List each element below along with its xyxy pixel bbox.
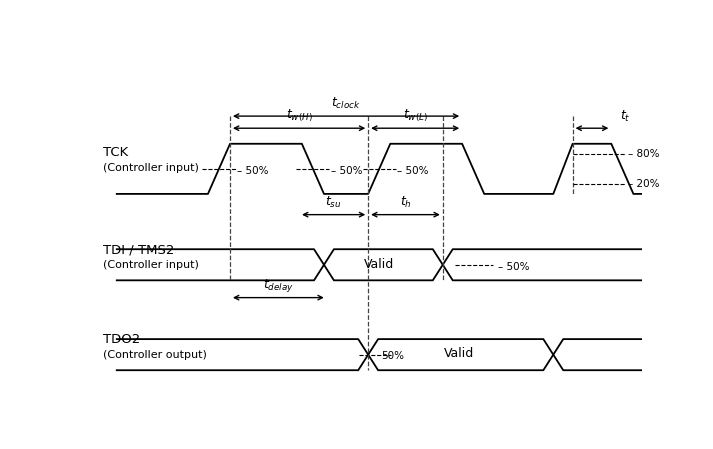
Text: TDO2: TDO2 [103,333,140,346]
Text: – 20%: – 20% [628,179,660,189]
Text: Valid: Valid [444,348,474,361]
Text: – 50%: – 50% [498,261,530,272]
Text: TDI / TMS2: TDI / TMS2 [103,243,174,256]
Text: Valid: Valid [364,258,394,271]
Text: – 50%: – 50% [331,166,363,176]
Text: TCK: TCK [103,146,128,159]
Text: – 50%: – 50% [397,166,429,176]
Text: $t_{h}$: $t_{h}$ [399,195,411,211]
Text: $t_{su}$: $t_{su}$ [325,195,342,211]
Text: $t_{w(H)}$: $t_{w(H)}$ [286,108,312,124]
Text: $t_{t}$: $t_{t}$ [620,109,630,124]
Text: (Controller input): (Controller input) [103,163,199,173]
Text: $t_{clock}$: $t_{clock}$ [332,96,361,111]
Text: (Controller output): (Controller output) [103,350,207,360]
Text: $t_{w(L)}$: $t_{w(L)}$ [403,108,428,124]
Text: (Controller input): (Controller input) [103,260,199,270]
Text: – 50%: – 50% [237,166,269,176]
Text: $t_{delay}$: $t_{delay}$ [263,277,294,294]
Text: 50%: 50% [381,351,404,361]
Text: – 80%: – 80% [628,149,660,159]
